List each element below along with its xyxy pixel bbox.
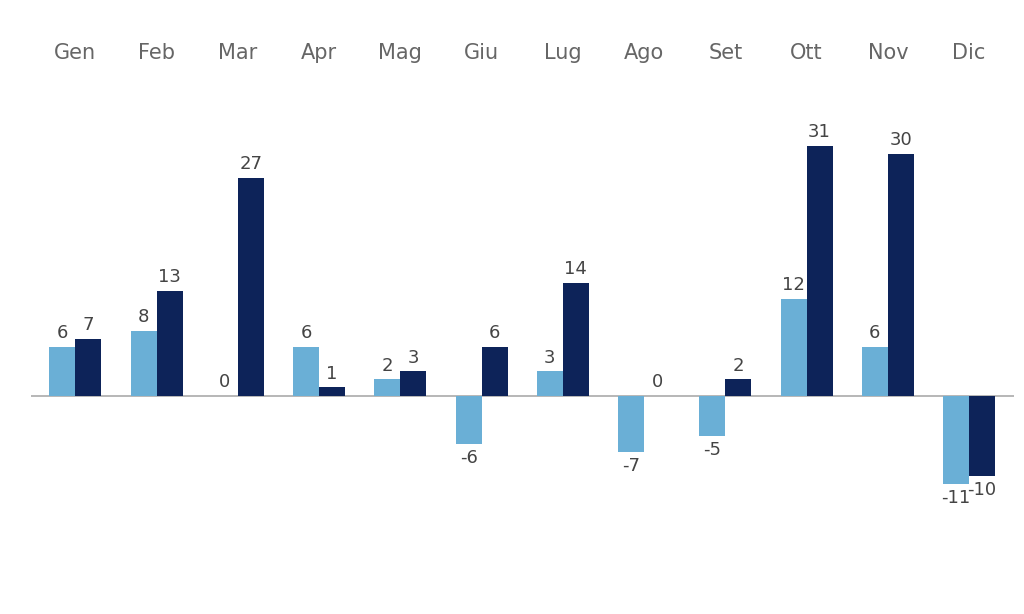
Text: 1: 1 (327, 365, 338, 383)
Bar (131, 331, 157, 395)
Bar (481, 348, 508, 395)
Text: 0: 0 (219, 373, 230, 391)
Text: 6: 6 (869, 324, 881, 343)
Bar (943, 395, 969, 484)
Text: 13: 13 (158, 268, 181, 286)
Bar (293, 348, 319, 395)
Bar (537, 371, 563, 395)
Text: 30: 30 (890, 131, 912, 149)
Text: 12: 12 (782, 276, 805, 294)
Bar (238, 178, 264, 395)
Text: 6: 6 (488, 324, 501, 343)
Text: -7: -7 (623, 457, 640, 475)
Text: 31: 31 (808, 123, 831, 141)
Bar (862, 348, 888, 395)
Bar (969, 395, 995, 476)
Bar (319, 387, 345, 395)
Text: -5: -5 (703, 441, 721, 459)
Bar (618, 395, 644, 452)
Text: 7: 7 (83, 316, 94, 335)
Text: -10: -10 (968, 481, 996, 499)
Text: 3: 3 (544, 349, 556, 367)
Text: 27: 27 (240, 155, 262, 173)
Bar (375, 379, 400, 395)
Bar (157, 291, 182, 395)
Bar (780, 299, 807, 395)
Text: 8: 8 (138, 308, 150, 326)
Bar (456, 395, 481, 444)
Text: -11: -11 (941, 489, 971, 507)
Bar (49, 348, 76, 395)
Text: 3: 3 (408, 349, 419, 367)
Bar (563, 283, 589, 395)
Text: 2: 2 (732, 357, 744, 375)
Bar (888, 154, 913, 395)
Bar (807, 146, 833, 395)
Bar (400, 371, 426, 395)
Text: 6: 6 (300, 324, 312, 343)
Text: -6: -6 (460, 449, 477, 467)
Bar (76, 339, 101, 395)
Bar (699, 395, 725, 436)
Bar (725, 379, 752, 395)
Text: 0: 0 (651, 373, 663, 391)
Text: 6: 6 (56, 324, 68, 343)
Text: 14: 14 (564, 260, 588, 278)
Text: 2: 2 (382, 357, 393, 375)
